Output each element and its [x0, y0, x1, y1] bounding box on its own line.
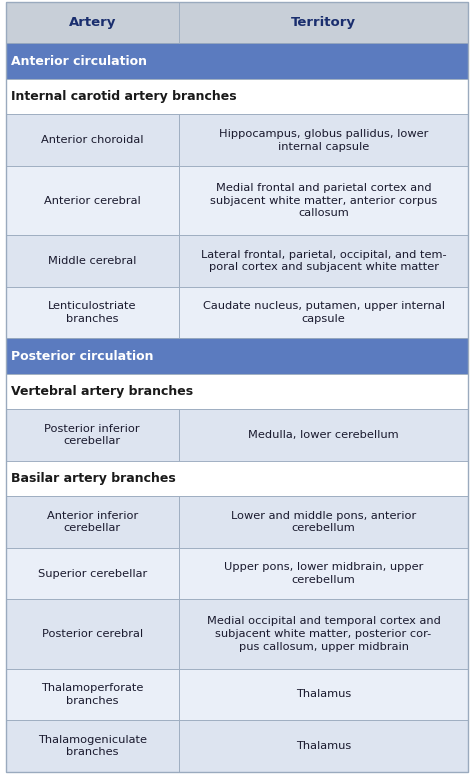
Bar — [179, 114, 468, 166]
Text: Medial occipital and temporal cortex and
subjacent white matter, posterior cor-
: Medial occipital and temporal cortex and… — [207, 616, 440, 652]
Text: Posterior inferior
cerebellar: Posterior inferior cerebellar — [45, 423, 140, 447]
Text: Caudate nucleus, putamen, upper internal
capsule: Caudate nucleus, putamen, upper internal… — [202, 301, 445, 324]
Text: Vertebral artery branches: Vertebral artery branches — [11, 385, 193, 398]
Text: Hippocampus, globus pallidus, lower
internal capsule: Hippocampus, globus pallidus, lower inte… — [219, 128, 428, 152]
Text: Posterior circulation: Posterior circulation — [11, 349, 154, 363]
Bar — [6, 668, 179, 720]
Text: Anterior cerebral: Anterior cerebral — [44, 195, 141, 205]
Bar — [6, 44, 468, 79]
Bar — [6, 720, 179, 772]
Text: Thalamus: Thalamus — [296, 689, 351, 699]
Text: Lateral frontal, parietal, occipital, and tem-
poral cortex and subjacent white : Lateral frontal, parietal, occipital, an… — [201, 250, 447, 272]
Bar — [179, 287, 468, 338]
Text: Medial frontal and parietal cortex and
subjacent white matter, anterior corpus
c: Medial frontal and parietal cortex and s… — [210, 183, 437, 219]
Text: Basilar artery branches: Basilar artery branches — [11, 472, 176, 485]
Text: Anterior choroidal: Anterior choroidal — [41, 135, 144, 145]
Bar — [6, 287, 179, 338]
Text: Medulla, lower cerebellum: Medulla, lower cerebellum — [248, 430, 399, 440]
Bar — [179, 548, 468, 599]
Bar — [6, 496, 179, 548]
Text: Upper pons, lower midbrain, upper
cerebellum: Upper pons, lower midbrain, upper cerebe… — [224, 562, 423, 585]
Text: Anterior inferior
cerebellar: Anterior inferior cerebellar — [46, 510, 138, 534]
Text: Internal carotid artery branches: Internal carotid artery branches — [11, 90, 237, 103]
Bar — [6, 166, 179, 235]
Text: Thalamus: Thalamus — [296, 741, 351, 751]
Bar — [6, 373, 468, 409]
Text: Lower and middle pons, anterior
cerebellum: Lower and middle pons, anterior cerebell… — [231, 510, 416, 534]
Bar — [179, 668, 468, 720]
Bar — [179, 235, 468, 287]
Bar — [179, 599, 468, 668]
Text: Thalamoperforate
branches: Thalamoperforate branches — [41, 683, 143, 706]
Bar — [179, 496, 468, 548]
Bar — [6, 114, 179, 166]
Bar — [6, 599, 179, 668]
Text: Artery: Artery — [69, 16, 116, 29]
Text: Posterior cerebral: Posterior cerebral — [42, 629, 143, 639]
Bar — [6, 409, 179, 461]
Text: Superior cerebellar: Superior cerebellar — [37, 569, 147, 579]
Bar — [179, 720, 468, 772]
Bar — [6, 235, 179, 287]
Bar — [6, 79, 468, 114]
Text: Territory: Territory — [291, 16, 356, 29]
Bar — [6, 338, 468, 373]
Bar — [6, 548, 179, 599]
Bar — [179, 409, 468, 461]
Bar — [179, 166, 468, 235]
Bar — [6, 2, 468, 44]
Bar — [6, 461, 468, 496]
Text: Thalamogeniculate
branches: Thalamogeniculate branches — [38, 734, 146, 758]
Text: Lenticulostriate
branches: Lenticulostriate branches — [48, 301, 137, 324]
Text: Anterior circulation: Anterior circulation — [11, 54, 147, 68]
Text: Middle cerebral: Middle cerebral — [48, 256, 137, 266]
